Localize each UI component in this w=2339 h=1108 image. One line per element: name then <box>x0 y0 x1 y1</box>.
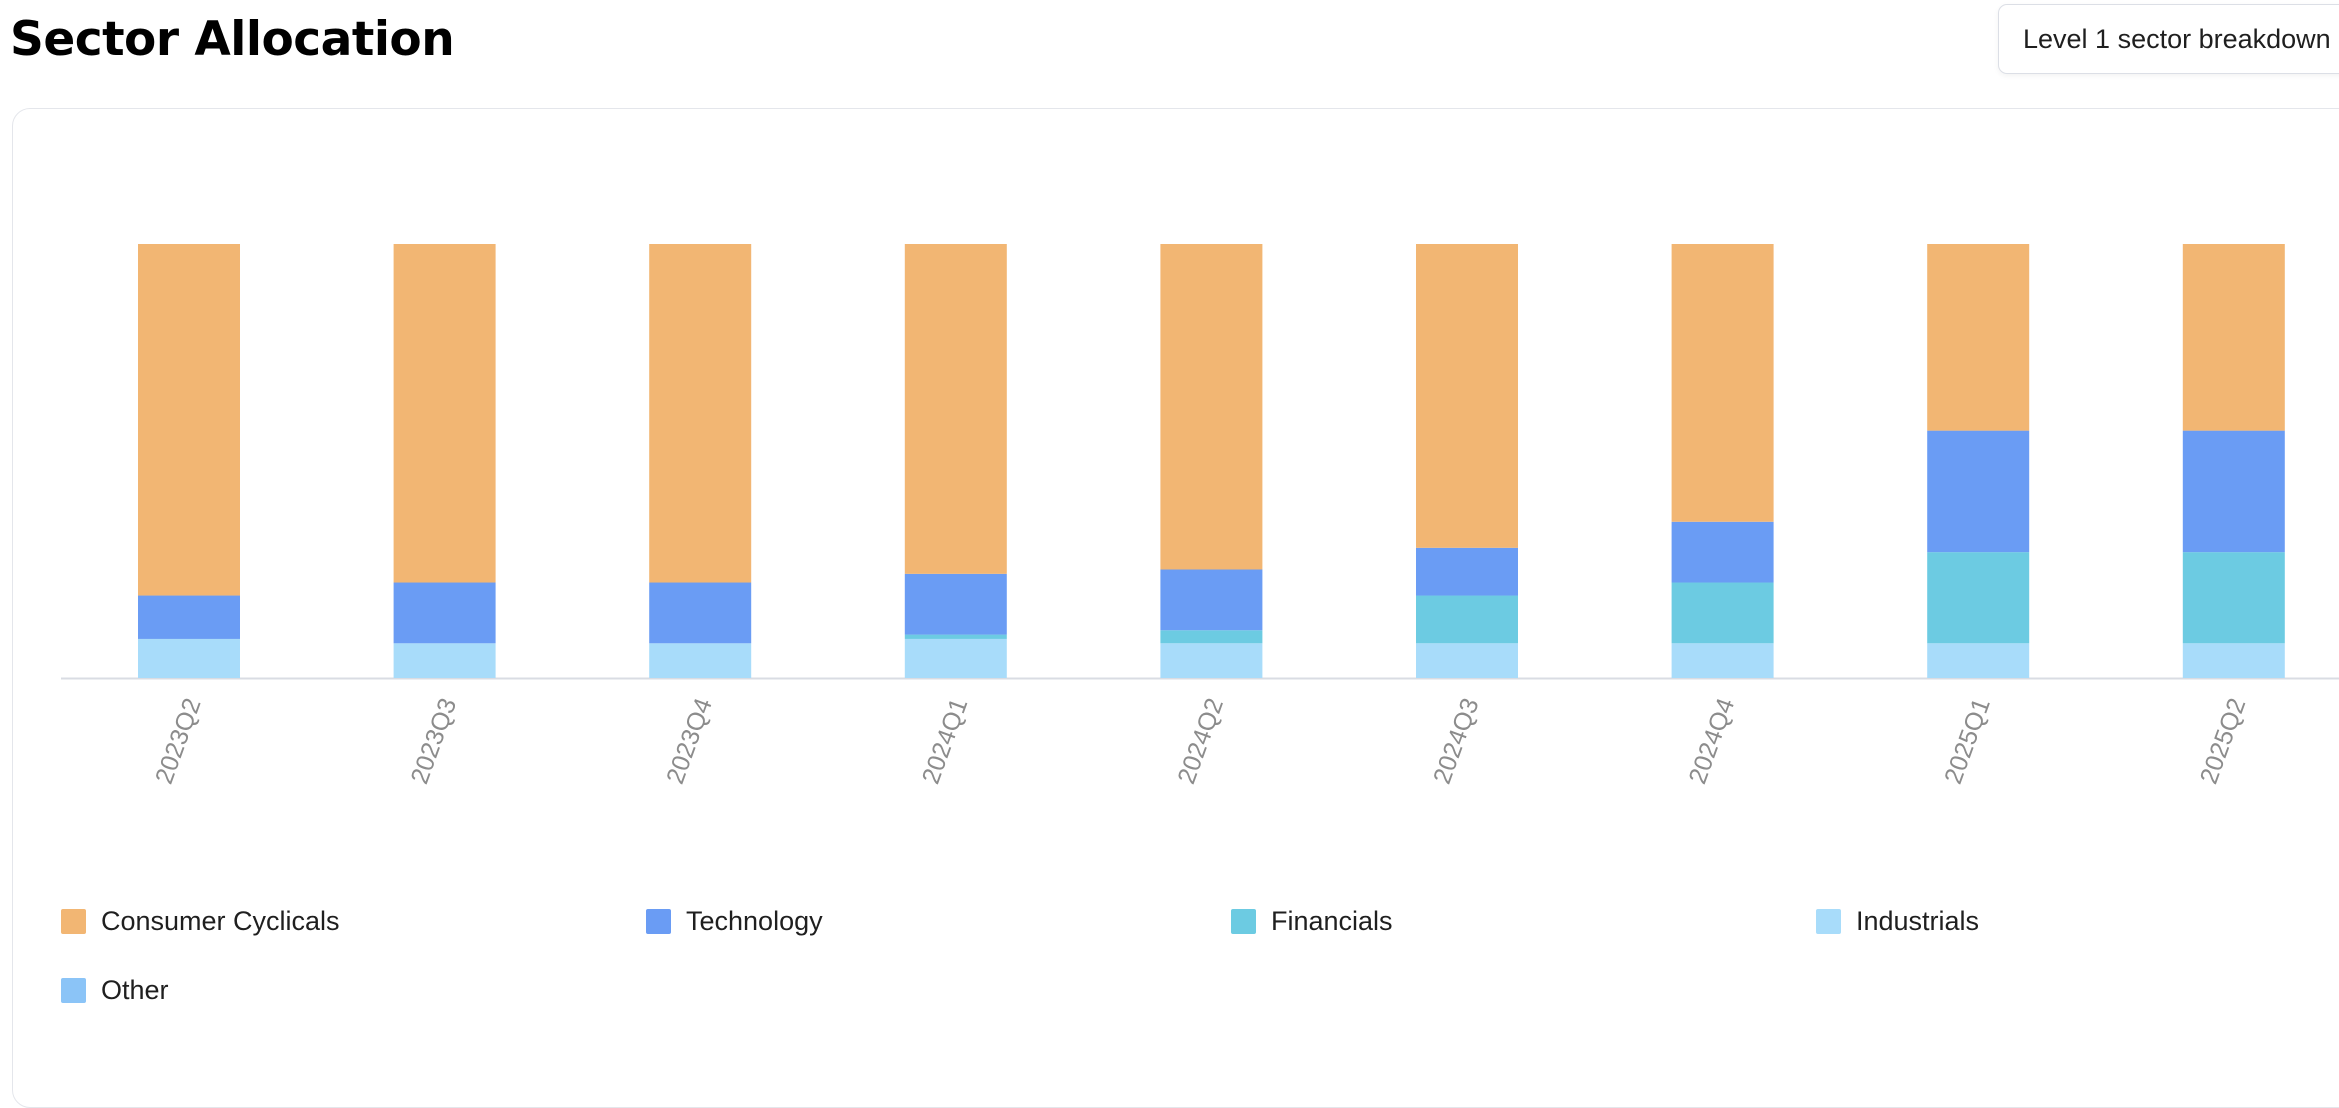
bar-segment-consumer-cyclicals-2023Q3[interactable] <box>393 244 496 583</box>
bar-segment-consumer-cyclicals-2024Q1[interactable] <box>904 244 1007 574</box>
bar-segment-consumer-cyclicals-2025Q1[interactable] <box>1927 244 2030 431</box>
bar-segment-consumer-cyclicals-2024Q3[interactable] <box>1416 244 1518 548</box>
legend-item-technology[interactable]: Technology <box>646 906 823 937</box>
bar-segment-industrials-2023Q3[interactable] <box>393 643 496 678</box>
bar-segment-technology-2023Q3[interactable] <box>393 582 496 644</box>
bar-segment-industrials-2024Q4[interactable] <box>1671 643 1774 678</box>
bar-segment-industrials-2023Q2[interactable] <box>138 638 240 678</box>
legend-label: Industrials <box>1856 906 1980 936</box>
breakdown-select-value: Level 1 sector breakdown <box>2023 23 2331 54</box>
legend-item-financials[interactable]: Financials <box>1231 906 1393 937</box>
bar-segment-technology-2025Q1[interactable] <box>1927 430 2030 553</box>
legend-swatch <box>646 909 671 934</box>
x-tick-label: 2024Q1 <box>917 694 974 787</box>
bar-segment-technology-2023Q4[interactable] <box>649 582 752 644</box>
bar-segment-consumer-cyclicals-2023Q2[interactable] <box>138 244 240 596</box>
bar-segment-technology-2023Q2[interactable] <box>138 595 240 639</box>
x-tick-label: 2024Q3 <box>1428 694 1485 787</box>
bar-segment-consumer-cyclicals-2023Q4[interactable] <box>649 244 752 583</box>
bar-segment-financials-2024Q2[interactable] <box>1160 630 1263 644</box>
bar-segment-industrials-2025Q1[interactable] <box>1927 643 2030 678</box>
stacked-bar-chart: 2023Q2 2023Q3 2023Q4 2024Q1 2024Q2 2024Q3 2024… <box>61 244 2339 788</box>
bar-segment-industrials-2023Q4[interactable] <box>649 643 752 678</box>
bar-segment-financials-2024Q1[interactable] <box>904 634 1007 639</box>
x-tick-label: 2024Q4 <box>1683 694 1740 787</box>
bar-segment-technology-2024Q4[interactable] <box>1671 521 1774 583</box>
bar-segment-industrials-2024Q1[interactable] <box>904 638 1007 678</box>
legend-label: Technology <box>686 906 823 936</box>
x-tick-label: 2025Q2 <box>2195 694 2252 787</box>
page-title: Sector Allocation <box>10 12 455 67</box>
bar-segment-technology-2024Q2[interactable] <box>1160 569 1263 631</box>
legend-swatch <box>61 978 86 1003</box>
x-tick-label: 2023Q4 <box>661 694 718 787</box>
bar-segment-technology-2024Q3[interactable] <box>1416 547 1518 596</box>
bar-segment-financials-2024Q3[interactable] <box>1416 595 1518 644</box>
legend-item-consumer-cyclicals[interactable]: Consumer Cyclicals <box>61 906 340 937</box>
bar-segment-consumer-cyclicals-2025Q2[interactable] <box>2182 244 2285 431</box>
bar-segment-consumer-cyclicals-2024Q4[interactable] <box>1671 244 1774 522</box>
legend-item-other[interactable]: Other <box>61 975 169 1006</box>
bar-segment-industrials-2025Q2[interactable] <box>2182 643 2285 678</box>
bar-segment-consumer-cyclicals-2024Q2[interactable] <box>1160 244 1263 570</box>
bar-segment-industrials-2024Q2[interactable] <box>1160 643 1263 678</box>
legend-label: Financials <box>1271 906 1393 936</box>
bar-segment-technology-2025Q2[interactable] <box>2182 430 2285 553</box>
bar-segment-industrials-2024Q3[interactable] <box>1416 643 1518 678</box>
legend-swatch <box>1816 909 1841 934</box>
bar-segment-financials-2025Q1[interactable] <box>1927 552 2030 644</box>
x-tick-label: 2024Q2 <box>1172 694 1229 787</box>
x-tick-label: 2023Q2 <box>150 694 207 787</box>
sector-breakdown-select[interactable]: Level 1 sector breakdown <box>1998 4 2339 74</box>
legend-label: Other <box>101 975 169 1005</box>
legend-swatch <box>61 909 86 934</box>
bar-segment-financials-2025Q2[interactable] <box>2182 552 2285 644</box>
legend-label: Consumer Cyclicals <box>101 906 340 936</box>
x-tick-label: 2023Q3 <box>405 694 462 787</box>
legend-swatch <box>1231 909 1256 934</box>
bar-segment-financials-2024Q4[interactable] <box>1671 582 1774 644</box>
legend-item-industrials[interactable]: Industrials <box>1816 906 1979 937</box>
x-tick-label: 2025Q1 <box>1939 694 1996 787</box>
bar-segment-technology-2024Q1[interactable] <box>904 573 1007 635</box>
